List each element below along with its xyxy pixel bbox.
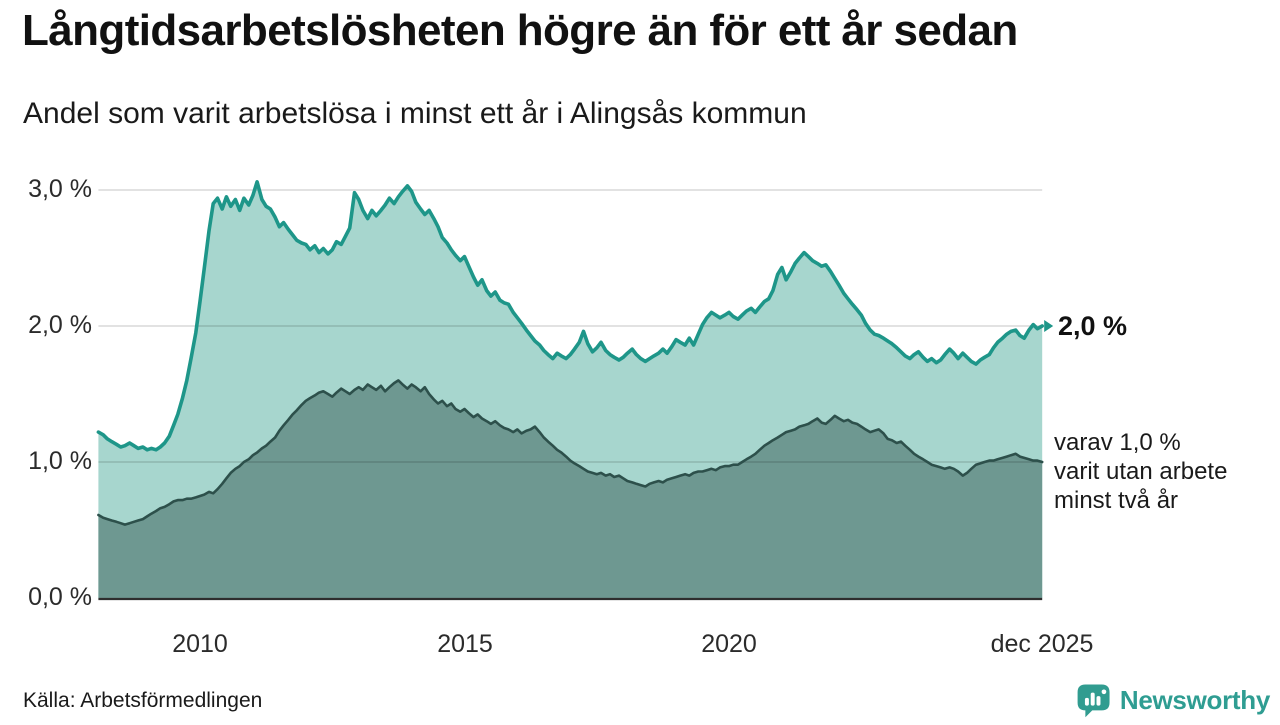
annotation-line: varit utan arbete	[1054, 458, 1228, 485]
two-year-annotation: varav 1,0 % varit utan arbete minst två …	[1054, 428, 1227, 515]
x-axis-tick-label: 2010	[172, 630, 228, 658]
page-title: Långtidsarbetslösheten högre än för ett …	[22, 6, 1018, 55]
two-years-line	[97, 379, 1044, 526]
x-axis-tick-label: 2015	[437, 630, 493, 658]
total-line	[96, 180, 1044, 452]
latest-value-label: 2,0 %	[1058, 311, 1128, 341]
y-axis-tick-label: 0,0 %	[28, 583, 92, 611]
newsworthy-bubble-chart-icon	[1077, 684, 1110, 718]
annotation-line: varav 1,0 %	[1054, 429, 1181, 456]
annotation-line: minst två år	[1054, 487, 1179, 514]
page-subtitle: Andel som varit arbetslösa i minst ett å…	[23, 97, 807, 130]
newsworthy-wordmark: Newsworthy	[1119, 684, 1270, 715]
x-axis-tick-label: 2020	[701, 630, 757, 658]
end-arrow-icon	[1044, 320, 1054, 332]
y-axis-tick-label: 2,0 %	[28, 311, 92, 339]
y-axis-tick-label: 1,0 %	[28, 447, 92, 475]
x-axis-tick-label: dec 2025	[990, 630, 1094, 658]
y-axis-tick-label: 3,0 %	[28, 175, 92, 203]
newsworthy-logo: Newsworthy	[1075, 681, 1270, 719]
source-caption: Källa: Arbetsförmedlingen	[23, 689, 263, 712]
two-years-area	[98, 380, 1043, 598]
